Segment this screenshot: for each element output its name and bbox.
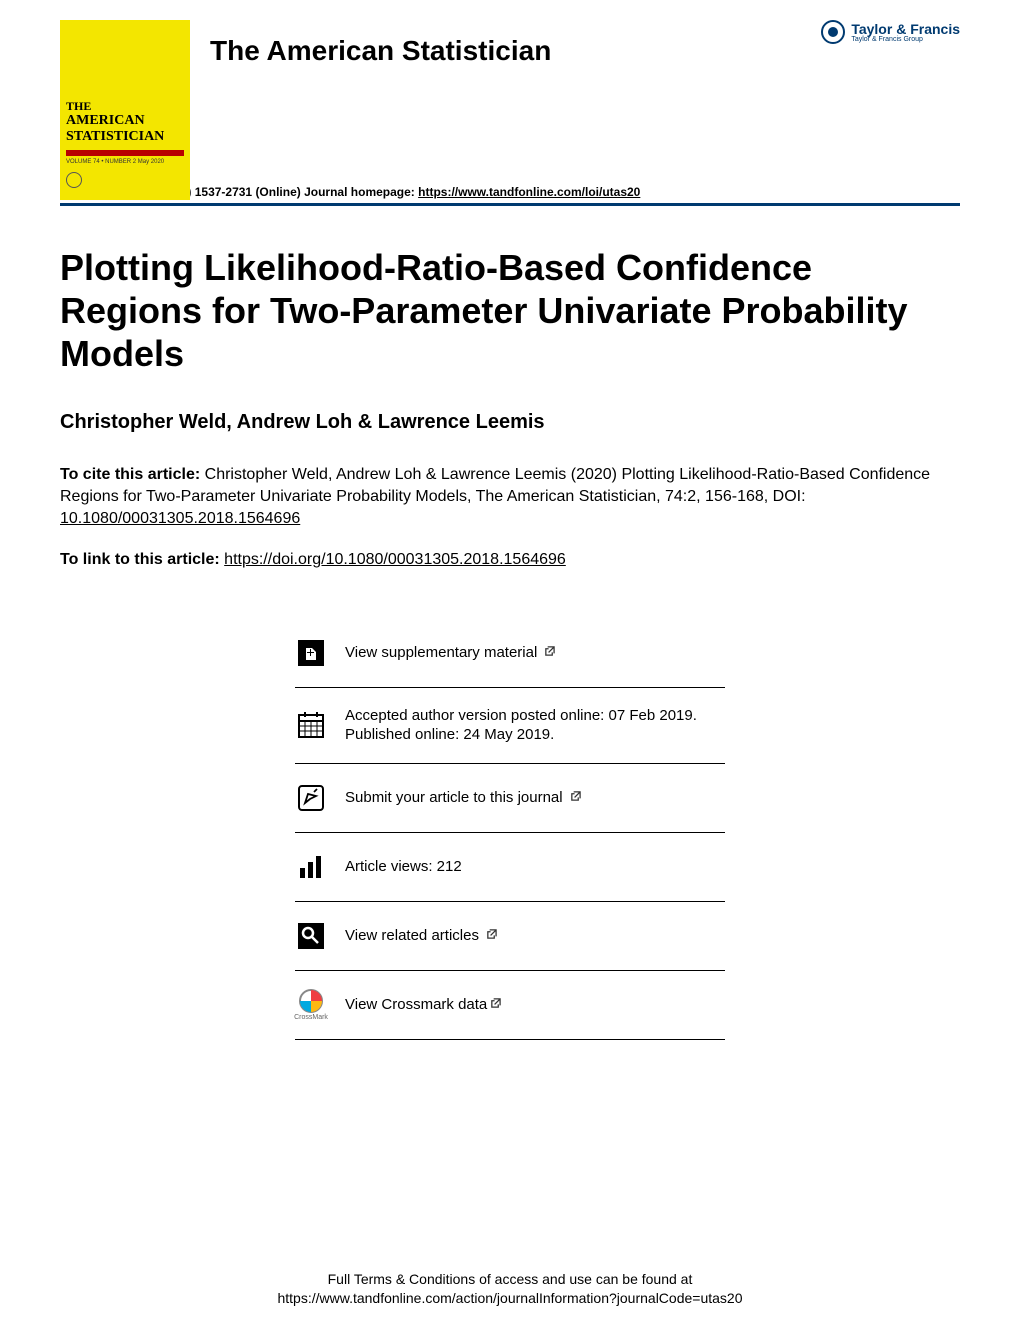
link-block: To link to this article: https://doi.org…: [60, 551, 960, 569]
action-text: View related articles: [345, 926, 497, 946]
footer-line2: https://www.tandfonline.com/action/journ…: [0, 1289, 1020, 1309]
cover-line3: STATISTICIAN: [66, 129, 164, 144]
supplementary-icon: [295, 637, 327, 669]
journal-homepage-link[interactable]: https://www.tandfonline.com/loi/utas20: [418, 185, 640, 199]
external-link-icon: [483, 927, 497, 944]
footer: Full Terms & Conditions of access and us…: [0, 1270, 1020, 1309]
publisher-logo: Taylor & Francis Taylor & Francis Group: [821, 20, 960, 44]
issn-homepage-bar: ISSN: 0003-1305 (Print) 1537-2731 (Onlin…: [60, 185, 960, 206]
article-doi-link[interactable]: https://doi.org/10.1080/00031305.2018.15…: [224, 551, 566, 568]
related-icon: [295, 920, 327, 952]
footer-line1: Full Terms & Conditions of access and us…: [0, 1270, 1020, 1290]
crossmark-icon: CrossMark: [295, 989, 327, 1021]
action-text: Article views: 212: [345, 857, 462, 877]
citation-doi-link[interactable]: 10.1080/00031305.2018.1564696: [60, 510, 300, 527]
external-link-icon: [567, 789, 581, 806]
action-item-calendar: Accepted author version posted online: 0…: [295, 688, 725, 764]
action-text: Accepted author version posted online: 0…: [345, 706, 697, 745]
action-list: View supplementary material Accepted aut…: [295, 619, 725, 1040]
action-text: View supplementary material: [345, 643, 555, 663]
citation-block: To cite this article: Christopher Weld, …: [60, 464, 960, 531]
article-title: Plotting Likelihood-Ratio-Based Confiden…: [60, 246, 960, 376]
link-label: To link to this article:: [60, 551, 224, 568]
action-item-supplementary[interactable]: View supplementary material: [295, 619, 725, 688]
citation-label: To cite this article:: [60, 466, 200, 483]
calendar-icon: [295, 709, 327, 741]
article-authors: Christopher Weld, Andrew Loh & Lawrence …: [60, 411, 960, 434]
cover-line2: AMERICAN: [66, 113, 164, 128]
cover-volume: VOLUME 74 • NUMBER 2 May 2020: [66, 159, 164, 165]
views-icon: [295, 851, 327, 883]
action-text: Submit your article to this journal: [345, 788, 581, 808]
action-item-related[interactable]: View related articles: [295, 902, 725, 971]
journal-cover-thumbnail: THE AMERICAN STATISTICIAN VOLUME 74 • NU…: [60, 20, 190, 200]
action-item-submit[interactable]: Submit your article to this journal: [295, 764, 725, 833]
action-item-crossmark[interactable]: CrossMark View Crossmark data: [295, 971, 725, 1040]
cover-line1: THE: [66, 100, 164, 113]
action-item-views: Article views: 212: [295, 833, 725, 902]
action-text: View Crossmark data: [345, 995, 501, 1015]
external-link-icon: [487, 996, 501, 1013]
publisher-tagline: Taylor & Francis Group: [851, 36, 960, 43]
taylor-francis-icon: [821, 20, 845, 44]
submit-icon: [295, 782, 327, 814]
external-link-icon: [541, 644, 555, 661]
publisher-name: Taylor & Francis: [851, 22, 960, 36]
cover-badge-icon: [66, 172, 82, 188]
